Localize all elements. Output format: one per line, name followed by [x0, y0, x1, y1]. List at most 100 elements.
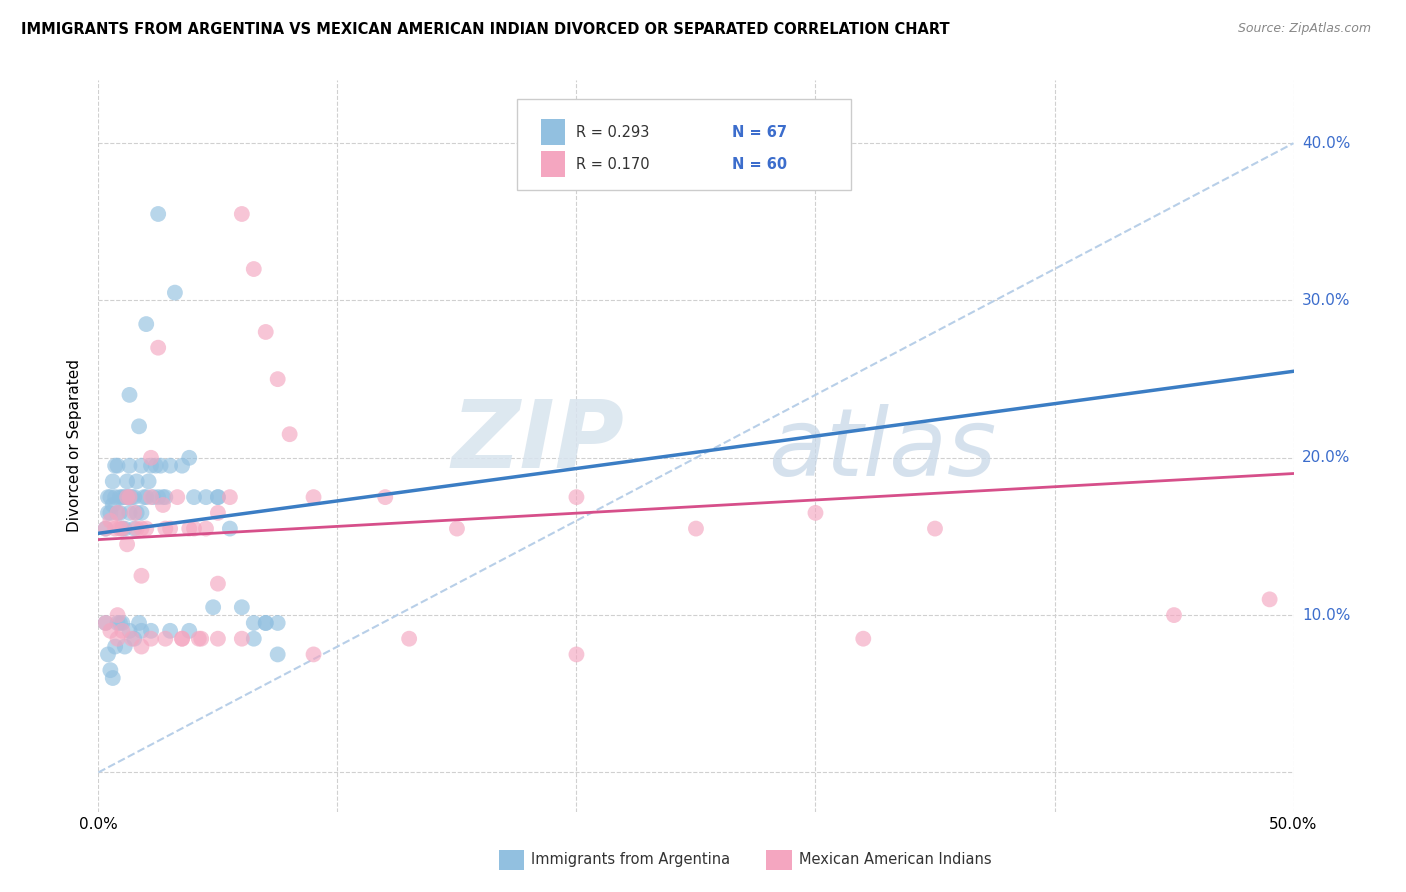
- Point: [159, 522, 181, 536]
- Point: [207, 490, 229, 504]
- Point: [121, 632, 143, 646]
- Point: [565, 490, 588, 504]
- Point: [179, 450, 201, 465]
- Point: [124, 506, 146, 520]
- Point: [179, 624, 201, 638]
- Point: [139, 450, 162, 465]
- Point: [231, 632, 253, 646]
- Point: [108, 506, 131, 520]
- Point: [231, 207, 253, 221]
- Point: [398, 632, 420, 646]
- Point: [121, 490, 143, 504]
- Text: 20.0%: 20.0%: [1302, 450, 1350, 466]
- Point: [98, 624, 122, 638]
- Point: [155, 490, 177, 504]
- Point: [1163, 608, 1185, 623]
- Point: [115, 537, 138, 551]
- Point: [115, 475, 138, 489]
- Text: Source: ZipAtlas.com: Source: ZipAtlas.com: [1237, 22, 1371, 36]
- Text: 30.0%: 30.0%: [1302, 293, 1350, 308]
- Bar: [541, 152, 565, 177]
- Point: [124, 632, 146, 646]
- Point: [124, 490, 146, 504]
- Text: Mexican American Indians: Mexican American Indians: [799, 853, 991, 867]
- Text: 10.0%: 10.0%: [1302, 607, 1350, 623]
- Point: [98, 490, 122, 504]
- Point: [152, 490, 174, 504]
- Point: [148, 490, 170, 504]
- Point: [172, 458, 194, 473]
- Point: [207, 576, 229, 591]
- Point: [98, 663, 122, 677]
- Point: [172, 632, 194, 646]
- Point: [139, 490, 162, 504]
- Point: [159, 624, 181, 638]
- Point: [131, 640, 153, 654]
- Point: [254, 615, 277, 630]
- Point: [107, 458, 129, 473]
- Point: [302, 490, 325, 504]
- Point: [152, 498, 174, 512]
- Point: [135, 317, 157, 331]
- Bar: [541, 119, 565, 145]
- Point: [101, 671, 124, 685]
- Point: [128, 419, 150, 434]
- Point: [1258, 592, 1281, 607]
- Point: [131, 568, 153, 582]
- Point: [135, 522, 157, 536]
- Point: [924, 522, 946, 536]
- Point: [202, 600, 225, 615]
- FancyBboxPatch shape: [517, 99, 852, 190]
- Point: [804, 506, 827, 520]
- Point: [114, 640, 136, 654]
- Point: [267, 648, 290, 662]
- Point: [107, 506, 129, 520]
- Point: [139, 632, 162, 646]
- Point: [132, 490, 155, 504]
- Point: [107, 608, 129, 623]
- Point: [179, 522, 201, 536]
- Point: [254, 615, 277, 630]
- Point: [219, 522, 242, 536]
- Point: [108, 522, 131, 536]
- Point: [163, 285, 186, 300]
- Point: [231, 600, 253, 615]
- Point: [118, 388, 141, 402]
- Point: [118, 490, 141, 504]
- Point: [111, 624, 134, 638]
- Point: [115, 490, 138, 504]
- Point: [131, 624, 153, 638]
- Point: [115, 490, 138, 504]
- Point: [104, 640, 127, 654]
- Text: R = 0.293: R = 0.293: [576, 125, 650, 140]
- Point: [97, 506, 120, 520]
- Point: [207, 632, 229, 646]
- Point: [139, 624, 162, 638]
- Point: [142, 490, 165, 504]
- Point: [114, 522, 136, 536]
- Point: [94, 615, 117, 630]
- Point: [107, 506, 129, 520]
- Point: [128, 615, 150, 630]
- Point: [131, 522, 153, 536]
- Point: [148, 207, 170, 221]
- Point: [207, 490, 229, 504]
- Point: [104, 458, 127, 473]
- Point: [125, 522, 148, 536]
- Point: [104, 522, 127, 536]
- Point: [135, 490, 157, 504]
- Y-axis label: Divorced or Separated: Divorced or Separated: [67, 359, 83, 533]
- Point: [111, 615, 134, 630]
- Text: Immigrants from Argentina: Immigrants from Argentina: [531, 853, 731, 867]
- Point: [446, 522, 468, 536]
- Point: [183, 522, 205, 536]
- Point: [195, 490, 218, 504]
- Text: IMMIGRANTS FROM ARGENTINA VS MEXICAN AMERICAN INDIAN DIVORCED OR SEPARATED CORRE: IMMIGRANTS FROM ARGENTINA VS MEXICAN AME…: [21, 22, 949, 37]
- Point: [111, 522, 134, 536]
- Point: [118, 506, 141, 520]
- Text: atlas: atlas: [768, 404, 995, 495]
- Point: [94, 615, 117, 630]
- Point: [118, 490, 141, 504]
- Point: [111, 490, 134, 504]
- Point: [107, 632, 129, 646]
